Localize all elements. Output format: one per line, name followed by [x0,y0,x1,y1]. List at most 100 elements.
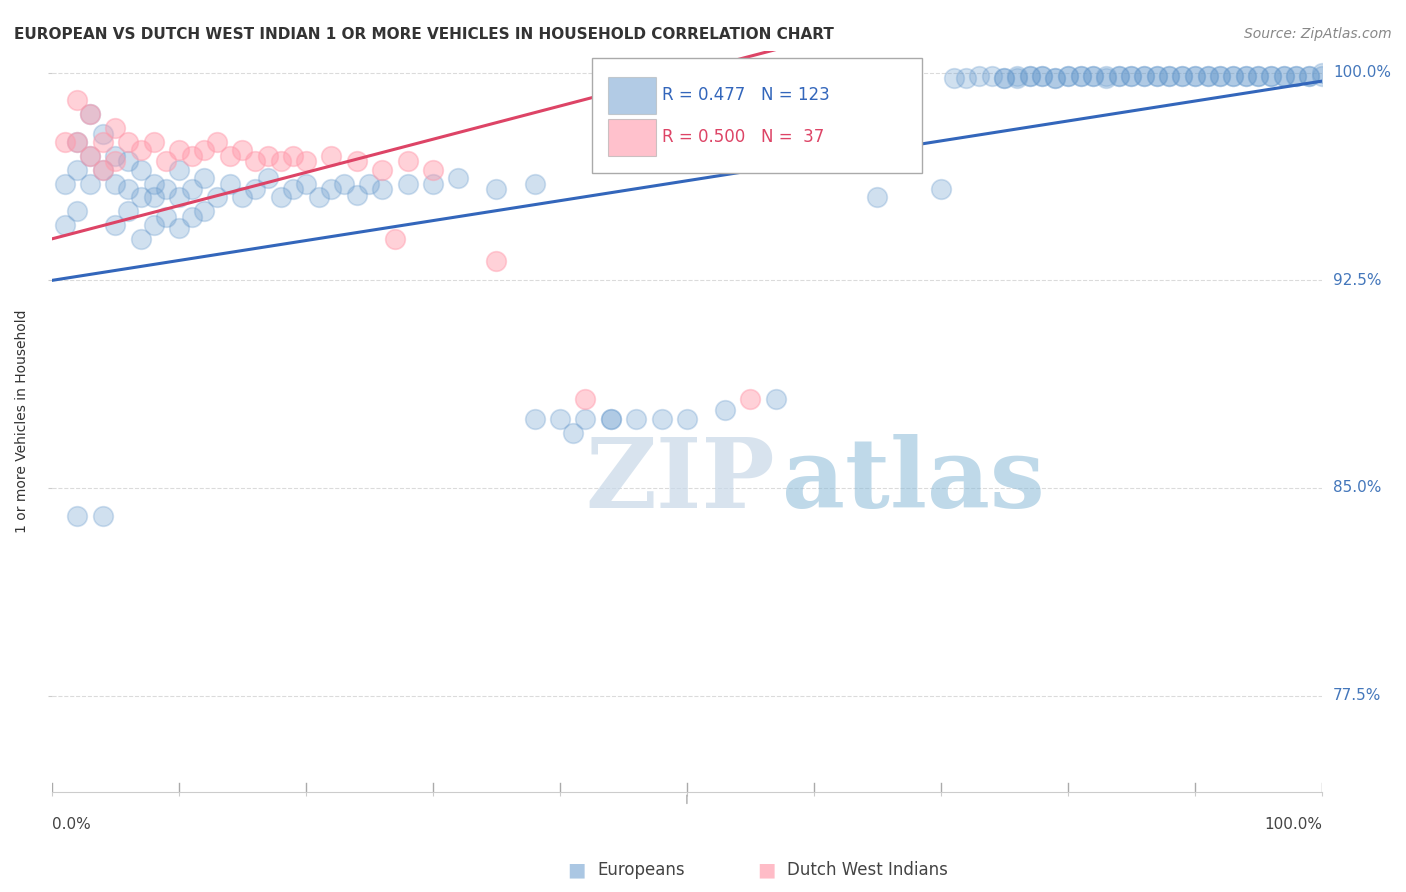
Point [1184,69,1206,83]
Point [167,162,190,177]
Point [396,177,419,191]
Point [104,121,127,136]
Point [396,154,419,169]
Point [1121,69,1143,83]
Text: 0.0%: 0.0% [52,817,90,832]
Point [167,144,190,158]
Point [231,144,253,158]
Point [91,162,114,177]
Point [270,154,292,169]
Point [1159,69,1181,83]
Point [91,127,114,141]
Point [371,162,394,177]
Point [1146,69,1168,83]
Point [193,144,215,158]
Point [79,107,101,121]
Point [1184,69,1206,83]
Point [1031,69,1053,83]
Point [485,254,508,268]
Point [1247,69,1270,83]
Point [1272,69,1295,83]
Point [993,71,1015,86]
Point [1031,69,1053,83]
Point [523,411,546,425]
Point [371,182,394,196]
Point [1260,69,1282,83]
Point [955,71,977,86]
Point [1108,69,1130,83]
Point [1146,69,1168,83]
Point [117,204,139,219]
Text: Source: ZipAtlas.com: Source: ZipAtlas.com [1244,27,1392,41]
Point [167,220,190,235]
Point [1197,69,1219,83]
Point [79,149,101,163]
Point [1209,69,1232,83]
Point [283,149,305,163]
Point [1222,69,1244,83]
Point [205,190,228,204]
Point [1043,71,1066,86]
Point [270,190,292,204]
Point [142,218,165,232]
Point [1133,69,1156,83]
Point [1310,66,1333,80]
Point [561,425,583,440]
Point [1005,69,1028,83]
Text: atlas: atlas [782,434,1045,528]
Text: ■: ■ [756,860,776,880]
Point [1095,69,1118,83]
Point [1171,69,1194,83]
Point [104,218,127,232]
Point [1285,69,1308,83]
Point [91,135,114,149]
Point [1197,69,1219,83]
Point [346,154,368,169]
Point [624,411,647,425]
Point [980,69,1002,83]
Point [1057,69,1080,83]
Point [243,182,266,196]
Text: EUROPEAN VS DUTCH WEST INDIAN 1 OR MORE VEHICLES IN HOUSEHOLD CORRELATION CHART: EUROPEAN VS DUTCH WEST INDIAN 1 OR MORE … [14,27,834,42]
Text: R = 0.500   N =  37: R = 0.500 N = 37 [661,128,824,146]
Point [967,69,990,83]
Point [53,218,76,232]
Point [422,162,444,177]
Point [283,182,305,196]
Point [1234,69,1257,83]
Point [1005,71,1028,86]
Point [321,182,343,196]
Point [1285,69,1308,83]
Point [1095,71,1118,86]
Point [117,154,139,169]
Text: ■: ■ [567,860,586,880]
Point [1260,69,1282,83]
FancyBboxPatch shape [609,119,657,156]
Y-axis label: 1 or more Vehicles in Household: 1 or more Vehicles in Household [15,310,30,533]
Point [548,411,571,425]
Point [193,204,215,219]
Point [295,154,318,169]
Point [104,154,127,169]
Point [333,177,356,191]
Point [129,144,152,158]
Point [523,177,546,191]
Point [53,177,76,191]
Point [993,71,1015,86]
Point [574,411,596,425]
Point [1070,69,1092,83]
Point [117,135,139,149]
Point [740,392,762,407]
Point [91,162,114,177]
FancyBboxPatch shape [592,58,922,173]
Text: Europeans: Europeans [598,861,685,879]
Point [1018,69,1040,83]
Point [1043,71,1066,86]
Point [676,411,699,425]
Point [1083,69,1105,83]
Point [308,190,330,204]
Point [142,135,165,149]
Point [765,392,787,407]
Point [231,190,253,204]
Point [1222,69,1244,83]
